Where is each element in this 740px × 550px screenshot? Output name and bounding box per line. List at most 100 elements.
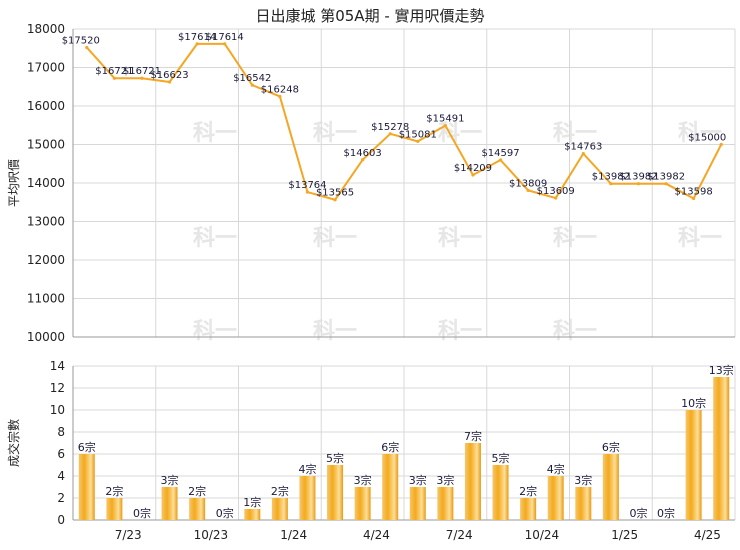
- line-y-axis-label: 平均呎價: [7, 159, 21, 207]
- price-data-label: $14597: [481, 148, 519, 159]
- bar-data-label: 5宗: [326, 451, 344, 465]
- line-y-tick-label: 15000: [27, 138, 65, 152]
- transaction-bar: [547, 476, 564, 520]
- price-point: [278, 94, 282, 99]
- price-point: [416, 139, 420, 143]
- bar-y-axis-label: 成交宗數: [6, 419, 21, 467]
- watermark-text: 科一: [193, 226, 237, 251]
- bar-y-tick-label: 0: [57, 513, 65, 527]
- bar-data-label: 4宗: [298, 462, 316, 476]
- price-point: [250, 83, 254, 87]
- bar-data-label: 13宗: [709, 363, 734, 377]
- bar-data-label: 0宗: [657, 506, 675, 520]
- bar-data-label: 3宗: [574, 473, 592, 487]
- price-data-label: $17614: [206, 32, 244, 43]
- price-data-label: $16721: [123, 66, 161, 77]
- line-y-tick-label: 18000: [27, 22, 65, 36]
- line-y-tick-label: 17000: [27, 61, 65, 75]
- transaction-bar: [271, 498, 288, 520]
- price-data-label: $16248: [261, 84, 299, 95]
- transaction-bar: [713, 377, 730, 520]
- watermark-text: 科一: [313, 121, 357, 146]
- price-data-label: $15491: [426, 114, 464, 125]
- price-point: [636, 182, 641, 186]
- price-data-label: $15000: [688, 133, 726, 144]
- price-data-label: $17614: [178, 32, 216, 43]
- price-data-label: $13764: [288, 180, 326, 191]
- watermark-text: 科一: [313, 226, 357, 251]
- transaction-bar: [106, 498, 123, 520]
- line-y-tick-label: 12000: [27, 253, 65, 267]
- transaction-bar: [685, 410, 702, 520]
- watermark-text: 科一: [553, 226, 597, 251]
- x-tick-label: 4/25: [694, 528, 721, 542]
- watermark-text: 科一: [193, 319, 237, 344]
- x-tick-label: 10/24: [525, 528, 560, 542]
- price-data-label: $13565: [316, 188, 354, 199]
- price-point: [112, 76, 116, 80]
- price-data-label: $13982: [647, 172, 685, 183]
- x-tick-label: 10/23: [194, 528, 229, 542]
- watermark-text: 科一: [438, 319, 482, 344]
- price-data-label: $14209: [454, 163, 492, 174]
- price-data-label: $13982: [592, 172, 630, 183]
- bar-data-label: 3宗: [354, 473, 372, 487]
- price-data-label: $15278: [371, 122, 409, 133]
- bar-y-tick-label: 6: [57, 447, 65, 461]
- transaction-bar: [492, 465, 509, 520]
- price-point: [719, 142, 723, 147]
- price-data-label: $13982: [619, 172, 657, 183]
- price-point: [140, 76, 144, 80]
- price-point: [333, 198, 337, 202]
- transaction-bar: [189, 498, 206, 520]
- bar-data-label: 0宗: [133, 506, 151, 520]
- watermark-text: 科一: [193, 121, 237, 146]
- price-point: [471, 173, 475, 177]
- price-point: [388, 132, 392, 136]
- bar-data-label: 0宗: [216, 506, 234, 520]
- line-y-tick-label: 11000: [27, 292, 65, 306]
- price-data-label: $13809: [509, 178, 547, 189]
- price-point: [692, 196, 696, 201]
- bar-y-tick-label: 14: [50, 359, 65, 373]
- price-point: [305, 190, 310, 194]
- x-tick-label: 7/24: [446, 528, 473, 542]
- transaction-bar: [409, 487, 426, 520]
- bar-y-tick-label: 10: [50, 403, 65, 417]
- watermark-text: 科一: [678, 226, 722, 251]
- price-series-line: [86, 42, 723, 201]
- transaction-bar: [382, 454, 399, 520]
- bar-data-label: 10宗: [681, 396, 706, 410]
- line-y-tick-label: 14000: [27, 176, 65, 190]
- price-point: [85, 45, 89, 50]
- price-point: [167, 80, 172, 84]
- bar-data-label: 6宗: [381, 440, 399, 454]
- transaction-bar: [327, 465, 344, 520]
- transaction-bar: [78, 454, 95, 520]
- chart-title: 日出康城 第05A期 - 實用呎價走勢: [255, 7, 484, 25]
- x-tick-label: 1/25: [611, 528, 638, 542]
- price-data-label: $16623: [150, 70, 188, 81]
- bar-y-tick-label: 2: [57, 491, 65, 505]
- bar-data-label: 2宗: [519, 484, 537, 498]
- price-point: [223, 42, 227, 46]
- transaction-bar: [520, 498, 537, 520]
- price-point: [443, 123, 447, 128]
- price-data-label: $13609: [537, 186, 575, 197]
- bar-data-label: 2宗: [105, 484, 123, 498]
- bar-data-label: 5宗: [492, 451, 510, 465]
- price-data-label: $14603: [344, 148, 382, 159]
- watermark-text: 科一: [553, 319, 597, 344]
- bar-data-label: 3宗: [436, 473, 454, 487]
- bar-data-label: 0宗: [629, 506, 647, 520]
- bar-y-tick-label: 4: [57, 469, 65, 483]
- price-data-label: $17520: [62, 35, 100, 46]
- price-point: [195, 42, 199, 46]
- price-point: [554, 196, 558, 200]
- bar-data-label: 6宗: [78, 440, 96, 454]
- bar-y-tick-label: 12: [50, 381, 65, 395]
- x-tick-label: 7/23: [115, 528, 142, 542]
- line-chart-panel: 10000 11000 12000 13000 14000 15000 16000 17000…: [27, 22, 736, 344]
